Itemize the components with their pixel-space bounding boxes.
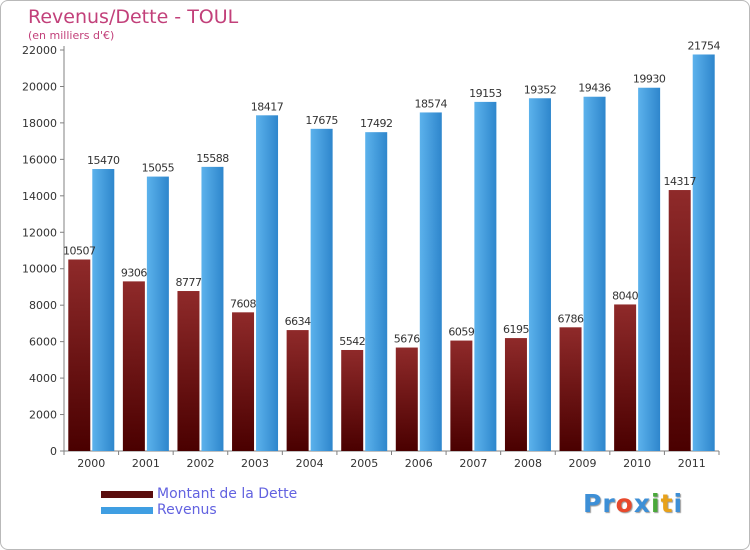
x-tick-label: 2009 [569, 457, 597, 470]
bar-revenus [528, 98, 551, 452]
value-label-revenus: 15055 [142, 162, 175, 175]
value-label-dette: 6059 [448, 326, 474, 339]
value-label-dette: 7608 [230, 297, 256, 310]
logo-letter: x [633, 489, 651, 518]
value-label-revenus: 15470 [87, 154, 120, 167]
y-tick-label: 8000 [29, 299, 57, 312]
x-tick-label: 2004 [296, 457, 324, 470]
bar-revenus [638, 87, 661, 451]
bar-dette [68, 259, 91, 451]
value-label-revenus: 17675 [305, 114, 338, 127]
x-tick-label: 2002 [186, 457, 214, 470]
x-tick-label: 2003 [241, 457, 269, 470]
x-tick-label: 2006 [405, 457, 433, 470]
bar-revenus [92, 169, 115, 451]
bar-dette [232, 312, 255, 451]
y-tick-label: 10000 [22, 263, 57, 276]
x-tick-label: 2007 [459, 457, 487, 470]
bar-dette [614, 304, 637, 451]
y-tick-label: 22000 [22, 44, 57, 57]
value-label-revenus: 19153 [469, 87, 502, 100]
y-tick-label: 20000 [22, 80, 57, 93]
chart-subtitle: (en milliers d'€) [28, 29, 115, 42]
x-tick-label: 2010 [623, 457, 651, 470]
bar-dette [341, 349, 364, 451]
chart-title: Revenus/Dette - TOUL [28, 6, 239, 28]
value-label-revenus: 19930 [633, 73, 666, 86]
value-label-revenus: 19352 [524, 83, 557, 96]
bar-revenus [583, 96, 606, 451]
legend-label-dette: Montant de la Dette [157, 486, 298, 502]
x-tick-label: 2011 [678, 457, 706, 470]
legend-label-revenus: Revenus [157, 502, 217, 518]
proxiti-logo: Proxiti [583, 489, 683, 518]
value-label-revenus: 19436 [578, 82, 611, 95]
value-label-revenus: 18417 [251, 100, 284, 113]
value-label-dette: 5542 [339, 335, 365, 348]
bar-dette [286, 330, 309, 451]
bar-revenus [474, 101, 497, 452]
legend-swatch-dette [101, 491, 153, 498]
y-tick-label: 18000 [22, 117, 57, 130]
bar-dette [559, 327, 582, 451]
value-label-dette: 6786 [558, 312, 584, 325]
legend-item-dette: Montant de la Dette [101, 486, 401, 503]
logo-letter: r [602, 489, 616, 518]
logo-letter: t [660, 489, 674, 518]
y-tick-label: 12000 [22, 226, 57, 239]
value-label-revenus: 18574 [415, 97, 448, 110]
bar-revenus [310, 128, 333, 451]
bar-dette [450, 340, 473, 451]
y-tick-label: 2000 [29, 409, 57, 422]
value-label-dette: 6634 [285, 315, 311, 328]
x-tick-label: 2001 [132, 457, 160, 470]
legend-swatch-revenus [101, 507, 153, 514]
chart-legend: Montant de la Dette Revenus [101, 486, 401, 519]
y-tick-label: 14000 [22, 190, 57, 203]
bar-dette [668, 190, 691, 451]
y-tick-label: 4000 [29, 372, 57, 385]
value-label-revenus: 15588 [196, 152, 229, 165]
x-tick-label: 2005 [350, 457, 378, 470]
bar-revenus [365, 132, 388, 451]
bar-dette [122, 281, 145, 451]
legend-item-revenus: Revenus [101, 502, 401, 519]
value-label-revenus: 21754 [687, 39, 720, 52]
bar-dette [395, 347, 418, 451]
bar-revenus [692, 54, 715, 451]
logo-letter: i [673, 489, 684, 518]
bar-dette [177, 291, 200, 451]
value-label-revenus: 17492 [360, 117, 393, 130]
x-tick-label: 2008 [514, 457, 542, 470]
value-label-dette: 6195 [503, 323, 529, 336]
logo-letter: o [615, 489, 634, 518]
logo-letter: i [651, 489, 661, 518]
value-label-dette: 9306 [121, 266, 147, 279]
value-label-dette: 14317 [663, 175, 696, 188]
value-label-dette: 8777 [175, 276, 201, 289]
value-label-dette: 5676 [394, 333, 420, 346]
y-tick-label: 16000 [22, 153, 57, 166]
bar-revenus [146, 176, 169, 451]
y-tick-label: 0 [50, 445, 57, 458]
y-tick-label: 6000 [29, 336, 57, 349]
value-label-dette: 8040 [612, 289, 638, 302]
bar-revenus [201, 166, 224, 451]
bar-revenus [419, 112, 442, 451]
bar-revenus [256, 115, 279, 451]
x-tick-label: 2000 [77, 457, 105, 470]
logo-letter: P [583, 489, 603, 518]
bar-dette [504, 338, 527, 451]
value-label-dette: 10507 [63, 244, 96, 257]
